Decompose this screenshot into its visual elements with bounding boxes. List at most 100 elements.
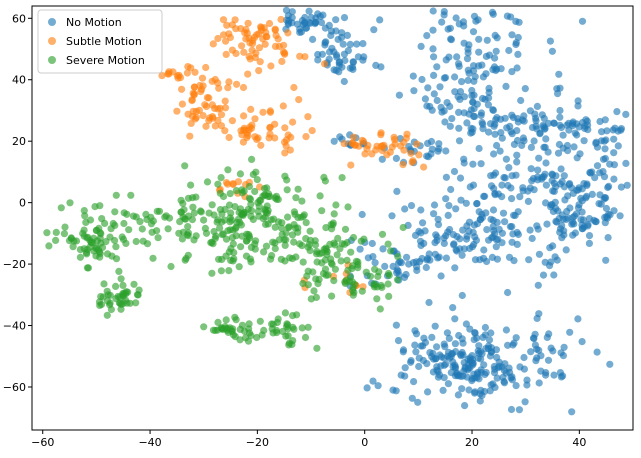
- data-point: [534, 176, 542, 184]
- data-point: [374, 272, 382, 280]
- data-point: [455, 108, 463, 116]
- data-point: [458, 251, 466, 259]
- data-point: [498, 134, 506, 142]
- data-point: [346, 40, 354, 49]
- data-point: [374, 382, 382, 390]
- data-point: [553, 85, 561, 93]
- data-point: [270, 215, 278, 223]
- data-point: [69, 243, 77, 251]
- data-point: [602, 204, 611, 213]
- data-point: [191, 115, 199, 123]
- data-point: [394, 337, 403, 345]
- data-point: [552, 172, 560, 180]
- legend-marker: [48, 56, 56, 64]
- data-point: [489, 106, 497, 114]
- data-point: [199, 112, 207, 120]
- data-point: [485, 88, 493, 97]
- data-point: [298, 197, 306, 205]
- data-point: [557, 165, 565, 173]
- data-point: [430, 210, 438, 218]
- data-point: [518, 116, 527, 124]
- data-point: [358, 136, 366, 144]
- data-point: [209, 40, 217, 48]
- x-tick-label: −20: [246, 436, 269, 449]
- data-point: [597, 200, 605, 208]
- data-point: [218, 210, 226, 218]
- data-point: [250, 33, 259, 42]
- data-point: [179, 228, 187, 236]
- data-point: [43, 229, 51, 237]
- data-point: [435, 253, 443, 261]
- data-point: [530, 137, 538, 145]
- data-point: [591, 174, 599, 182]
- data-point: [479, 120, 487, 128]
- data-point: [273, 329, 281, 337]
- data-point: [424, 388, 432, 396]
- data-point: [317, 18, 326, 27]
- data-point: [52, 228, 60, 236]
- data-point: [153, 227, 161, 235]
- data-point: [455, 137, 464, 145]
- data-point: [458, 291, 466, 300]
- data-point: [408, 394, 416, 402]
- data-point: [328, 225, 336, 233]
- data-point: [344, 266, 352, 274]
- data-point: [423, 31, 431, 40]
- data-point: [553, 256, 561, 264]
- data-point: [447, 185, 455, 194]
- data-point: [409, 259, 417, 267]
- data-point: [593, 162, 602, 170]
- data-point: [568, 408, 576, 416]
- data-point: [340, 50, 348, 58]
- data-point: [414, 398, 422, 406]
- data-point: [577, 216, 585, 224]
- data-point: [460, 159, 468, 167]
- data-point: [232, 316, 240, 324]
- data-point: [569, 213, 577, 222]
- data-point: [316, 250, 324, 258]
- data-point: [510, 257, 518, 265]
- data-point: [527, 143, 536, 151]
- data-point: [471, 233, 479, 241]
- data-point: [119, 281, 127, 289]
- data-point: [214, 318, 222, 326]
- data-point: [347, 161, 355, 169]
- data-point: [267, 62, 275, 70]
- data-point: [535, 250, 544, 258]
- data-point: [368, 150, 376, 158]
- data-point: [227, 245, 235, 253]
- data-point: [527, 165, 535, 173]
- data-point: [606, 360, 614, 368]
- data-point: [497, 129, 505, 137]
- x-tick-label: 40: [572, 436, 586, 449]
- data-point: [436, 83, 444, 91]
- data-point: [392, 321, 400, 329]
- data-point: [437, 362, 445, 370]
- data-point: [555, 70, 563, 78]
- data-point: [508, 68, 516, 76]
- data-point: [456, 88, 465, 96]
- data-point: [290, 83, 298, 92]
- data-point: [538, 111, 546, 119]
- data-point: [601, 219, 609, 227]
- data-point: [410, 87, 418, 95]
- data-point: [149, 254, 157, 262]
- data-point: [363, 145, 371, 153]
- data-point: [259, 108, 267, 116]
- data-point: [302, 133, 310, 141]
- data-point: [202, 229, 211, 237]
- data-point: [245, 230, 253, 239]
- data-point: [468, 359, 477, 367]
- data-point: [534, 166, 542, 174]
- data-point: [225, 201, 234, 209]
- data-point: [192, 193, 200, 201]
- data-point: [570, 143, 578, 151]
- data-point: [314, 56, 322, 64]
- data-point: [416, 237, 425, 245]
- data-point: [264, 192, 272, 201]
- y-tick-label: 40: [12, 74, 26, 87]
- data-point: [467, 129, 475, 137]
- data-point: [184, 223, 192, 231]
- data-point: [197, 208, 205, 216]
- data-point: [224, 180, 232, 188]
